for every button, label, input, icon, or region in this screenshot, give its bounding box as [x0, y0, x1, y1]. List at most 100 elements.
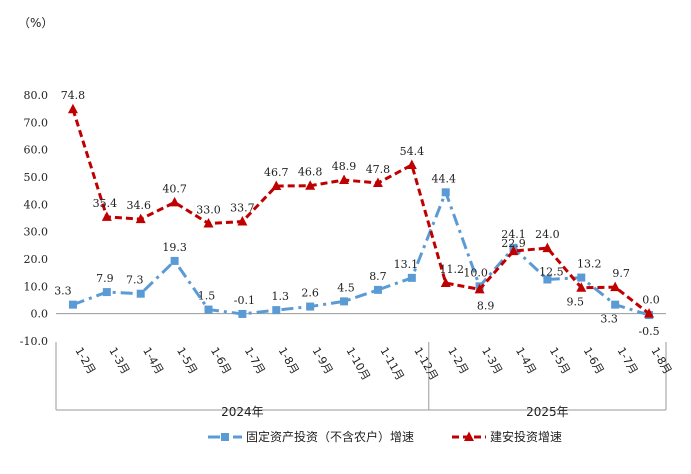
data-label: 3.3	[54, 285, 72, 298]
data-label: 74.8	[61, 89, 86, 102]
data-point-marker	[611, 300, 620, 309]
data-label: 0.0	[642, 294, 660, 307]
group-label: 2025年	[526, 405, 569, 419]
data-label: 48.9	[332, 160, 357, 173]
y-tick-label: 60.0	[24, 144, 49, 157]
x-tick-label: 1-4月	[513, 345, 539, 377]
y-unit-label: （%）	[18, 16, 54, 30]
data-point-marker	[577, 273, 586, 282]
data-label: 33.0	[196, 203, 221, 216]
y-tick-label: 80.0	[24, 89, 49, 102]
x-tick-label: 1-9月	[310, 345, 336, 377]
x-tick-label: 1-7月	[615, 345, 641, 377]
data-point-marker	[474, 283, 485, 294]
data-label: 8.7	[369, 270, 387, 283]
data-label: 4.5	[337, 281, 355, 294]
x-tick-label: 1-6月	[208, 345, 234, 377]
y-tick-label: 40.0	[24, 198, 49, 211]
data-point-marker	[102, 288, 111, 297]
y-tick-label: 30.0	[24, 226, 49, 239]
x-tick-label: 1-10月	[343, 345, 372, 383]
data-label: 8.9	[477, 299, 495, 312]
data-label: 22.9	[501, 237, 526, 250]
data-point-marker	[373, 285, 382, 294]
x-tick-label: 1-3月	[106, 345, 132, 377]
data-label: 12.5	[539, 266, 564, 279]
x-tick-label: 1-3月	[479, 345, 505, 377]
series-line	[72, 190, 650, 317]
data-label: 7.3	[126, 274, 144, 287]
x-tick-label: 1-8月	[276, 345, 302, 377]
data-label: 35.4	[93, 197, 118, 210]
data-label: 40.7	[162, 182, 187, 195]
group-label: 2024年	[221, 405, 264, 419]
data-point-marker	[339, 174, 350, 185]
data-point-marker	[204, 305, 213, 314]
data-label: 13.2	[577, 258, 602, 271]
data-point-marker	[441, 188, 450, 197]
data-point-marker	[135, 213, 146, 224]
data-label: 24.1	[501, 228, 526, 241]
x-tick-label: 1-4月	[140, 345, 166, 377]
y-tick-label: 50.0	[24, 171, 49, 184]
data-label: 2.6	[301, 287, 319, 300]
data-point-marker	[340, 297, 349, 306]
data-point-marker	[169, 196, 180, 207]
x-tick-label: 1-7月	[242, 345, 268, 377]
legend-marker	[464, 431, 474, 441]
data-point-marker	[440, 277, 451, 288]
data-label: 1.3	[272, 290, 290, 303]
data-label: 46.7	[264, 166, 289, 179]
data-point-marker	[101, 211, 112, 221]
data-point-marker	[170, 256, 179, 265]
data-point-marker	[203, 217, 214, 228]
data-point-marker	[272, 306, 281, 315]
x-tick-label: 1-6月	[581, 345, 607, 377]
data-point-marker	[68, 300, 77, 309]
y-tick-label: 10.0	[24, 280, 49, 293]
data-label: 11.2	[439, 263, 464, 276]
x-tick-label: 1-11月	[377, 345, 406, 383]
data-point-marker	[238, 309, 247, 318]
x-tick-label: 1-5月	[547, 345, 573, 377]
data-label: -0.5	[638, 325, 659, 338]
data-label: 19.3	[162, 241, 187, 254]
data-label: 47.8	[366, 163, 391, 176]
data-label: 9.5	[567, 296, 585, 309]
y-tick-label: -10.0	[20, 335, 48, 348]
data-point-marker	[372, 177, 383, 188]
y-tick-label: 20.0	[24, 253, 49, 266]
data-label: 7.9	[96, 272, 114, 285]
x-tick-label: 1-2月	[445, 345, 471, 377]
data-point-marker	[136, 289, 145, 298]
data-point-marker	[644, 308, 655, 318]
data-label: 44.4	[431, 172, 456, 185]
data-label: 34.6	[126, 199, 151, 212]
x-tick-label: 1-12月	[411, 345, 440, 383]
y-tick-label: 0.0	[31, 308, 49, 321]
data-point-marker	[237, 216, 248, 226]
data-label: 33.7	[230, 202, 255, 215]
series-line	[71, 108, 650, 315]
data-point-marker	[508, 245, 519, 256]
data-point-marker	[306, 302, 315, 311]
data-point-marker	[610, 281, 621, 292]
legend-label: 固定资产投资（不含农户）增速	[246, 429, 414, 444]
data-label: -0.1	[234, 294, 255, 307]
data-point-marker	[271, 180, 282, 191]
data-point-marker	[407, 273, 416, 282]
data-point-marker	[305, 180, 316, 190]
data-label: 9.7	[612, 267, 630, 280]
data-label: 54.4	[400, 145, 425, 158]
data-point-marker	[67, 103, 78, 114]
y-tick-label: 70.0	[24, 116, 49, 129]
data-label: 1.5	[198, 290, 216, 303]
data-point-marker	[543, 275, 552, 284]
data-label: 3.3	[600, 313, 618, 326]
x-tick-label: 1-5月	[174, 345, 200, 377]
x-tick-label: 1-2月	[72, 345, 98, 377]
data-label: 46.8	[298, 166, 323, 179]
data-label: 24.0	[535, 228, 560, 241]
x-tick-label: 1-8月	[648, 345, 674, 377]
